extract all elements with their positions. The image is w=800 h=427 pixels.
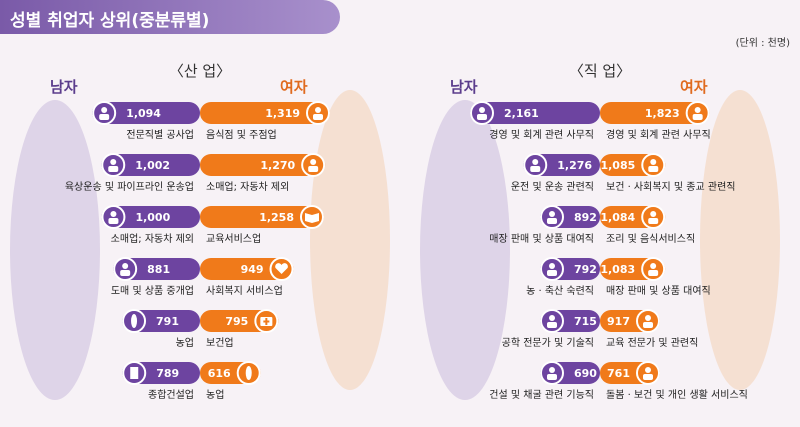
male-bar-group: 1,276 운전 및 운송 관련직 xyxy=(511,153,600,193)
female-value: 1,085 xyxy=(600,159,635,172)
female-bar xyxy=(200,206,324,228)
industry-male-label: 남자 xyxy=(50,78,78,96)
male-bar-group: 690 건설 및 채굴 관련 기능직 xyxy=(489,361,600,401)
female-bar xyxy=(200,102,330,124)
female-value: 1,823 xyxy=(645,107,680,120)
male-bar xyxy=(101,206,200,228)
male-value: 2,161 xyxy=(504,107,539,120)
female-category-label: 보건업 xyxy=(206,336,234,349)
female-bar-group: 616 농업 xyxy=(200,361,261,401)
header-banner: 성별 취업자 상위(중분류별) xyxy=(0,0,340,34)
female-silhouette xyxy=(310,90,390,390)
male-category-label: 경영 및 회계 관련 사무직 xyxy=(489,128,594,141)
male-bar-group: 892 매장 판매 및 상품 대여직 xyxy=(489,205,600,245)
female-bar-group: 795 보건업 xyxy=(200,309,279,349)
occupation-female-label: 여자 xyxy=(680,78,708,96)
industry-title: 〈산 업〉 xyxy=(168,62,232,80)
male-bar-group: 791 농업 xyxy=(122,309,200,349)
female-bar xyxy=(200,258,294,280)
female-category-label: 매장 판매 및 상품 대여직 xyxy=(606,285,711,297)
male-value: 892 xyxy=(574,211,597,224)
male-bar-group: 2,161 경영 및 회계 관련 사무직 xyxy=(470,101,600,141)
female-bar-group: 1,319 음식점 및 주점업 xyxy=(200,101,330,141)
male-bar-group: 792 농 · 축산 숙련직 xyxy=(526,257,600,297)
industry-female-label: 여자 xyxy=(280,78,308,96)
female-bar-group: 761 돌봄 · 보건 및 개인 생활 서비스직 xyxy=(600,361,748,401)
male-value: 792 xyxy=(574,263,597,276)
male-value: 1,000 xyxy=(135,211,170,224)
female-category-label: 교육서비스업 xyxy=(206,232,261,245)
female-value: 795 xyxy=(225,315,248,328)
female-bar-group: 1,823 경영 및 회계 관련 사무직 xyxy=(600,101,711,141)
male-value: 715 xyxy=(574,315,597,328)
male-bar-group: 1,094 전문직별 공사업 xyxy=(92,101,200,141)
female-value: 1,319 xyxy=(265,107,300,120)
female-bar xyxy=(600,102,710,124)
female-bar-group: 1,084 조리 및 음식서비스직 xyxy=(600,205,695,245)
female-category-label: 보건 · 사회복지 및 종교 관련직 xyxy=(606,181,735,193)
male-bar-group: 789 종합건설업 xyxy=(122,361,200,401)
male-category-label: 운전 및 운송 관련직 xyxy=(511,181,594,193)
female-silhouette xyxy=(700,90,780,390)
occupation-title: 〈직 업〉 xyxy=(568,62,632,80)
male-category-label: 도매 및 상품 중개업 xyxy=(111,284,194,297)
male-category-label: 소매업; 자동차 제외 xyxy=(111,232,194,245)
male-bar-group: 1,000 소매업; 자동차 제외 xyxy=(101,205,200,245)
female-bar-group: 1,085 보건 · 사회복지 및 종교 관련직 xyxy=(600,153,735,193)
female-category-label: 조리 및 음식서비스직 xyxy=(606,233,695,245)
female-bar xyxy=(200,154,326,176)
female-value: 616 xyxy=(208,367,231,380)
male-category-label: 건설 및 채굴 관련 기능직 xyxy=(489,389,594,401)
female-bar-group: 1,083 매장 판매 및 상품 대여직 xyxy=(600,257,711,297)
male-value: 789 xyxy=(156,367,179,380)
male-value: 690 xyxy=(574,367,597,380)
male-value: 1,276 xyxy=(557,159,592,172)
female-category-label: 음식점 및 주점업 xyxy=(206,128,277,141)
unit-label: (단위 : 천명) xyxy=(735,38,790,49)
male-category-label: 농업 xyxy=(176,336,194,349)
female-category-label: 돌봄 · 보건 및 개인 생활 서비스직 xyxy=(606,388,748,401)
industry-chart: 1,094 전문직별 공사업 1,319 음식점 및 주점업 1,002 육상운송 및 파… xyxy=(65,101,330,401)
female-value: 1,083 xyxy=(600,263,635,276)
male-value: 881 xyxy=(147,263,170,276)
male-value: 1,002 xyxy=(135,159,170,172)
male-category-label: 매장 판매 및 상품 대여직 xyxy=(489,233,594,245)
female-category-label: 소매업; 자동차 제외 xyxy=(206,180,289,193)
male-silhouette xyxy=(420,100,510,400)
male-bar xyxy=(101,154,200,176)
male-bar-group: 715 공학 전문가 및 기술직 xyxy=(502,309,600,349)
male-value: 1,094 xyxy=(126,107,161,120)
male-category-label: 종합건설업 xyxy=(148,388,194,401)
female-category-label: 교육 전문가 및 관련직 xyxy=(606,337,698,349)
male-category-label: 육상운송 및 파이프라인 운송업 xyxy=(65,180,194,193)
male-value: 791 xyxy=(156,315,179,328)
male-category-label: 공학 전문가 및 기술직 xyxy=(502,337,594,349)
female-category-label: 사회복지 서비스업 xyxy=(206,284,283,297)
female-value: 1,270 xyxy=(260,159,295,172)
male-category-label: 농 · 축산 숙련직 xyxy=(526,285,594,297)
male-bar xyxy=(92,102,200,124)
male-silhouette xyxy=(10,100,100,400)
female-bar-group: 917 교육 전문가 및 관련직 xyxy=(600,309,698,349)
female-bar-group: 949 사회복지 서비스업 xyxy=(200,257,294,297)
female-bar-group: 1,270 소매업; 자동차 제외 xyxy=(200,153,326,193)
male-category-label: 전문직별 공사업 xyxy=(126,128,194,141)
page-title: 성별 취업자 상위(중분류별) xyxy=(10,11,210,31)
female-value: 1,258 xyxy=(259,211,294,224)
occupation-male-label: 남자 xyxy=(450,78,478,96)
occupation-section: 〈직 업〉 남자 여자 2,161 경영 및 회계 관련 사무직 1,823 경영 및… xyxy=(410,60,790,420)
female-category-label: 농업 xyxy=(206,388,224,401)
female-value: 1,084 xyxy=(600,211,635,224)
male-bar xyxy=(470,102,600,124)
female-value: 949 xyxy=(241,263,264,276)
male-bar-group: 881 도매 및 상품 중개업 xyxy=(111,257,200,297)
industry-section: 〈산 업〉 남자 여자 1,094 전문직별 공사업 1,319 음식점 및 주점업 1… xyxy=(10,60,390,420)
male-bar-group: 1,002 육상운송 및 파이프라인 운송업 xyxy=(65,153,200,193)
female-value: 917 xyxy=(607,315,630,328)
female-value: 761 xyxy=(607,367,630,380)
female-category-label: 경영 및 회계 관련 사무직 xyxy=(606,128,711,141)
female-bar-group: 1,258 교육서비스업 xyxy=(200,205,324,245)
